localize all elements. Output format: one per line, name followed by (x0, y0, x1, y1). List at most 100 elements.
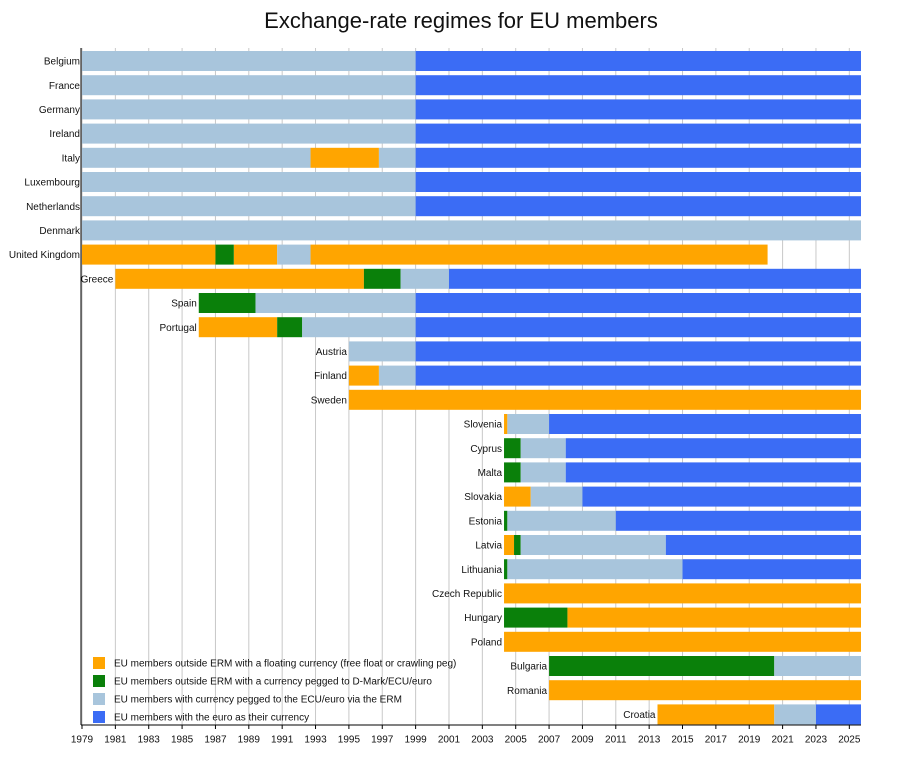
regime-bar (198, 293, 256, 313)
regime-bar (520, 535, 666, 555)
chart-title: Exchange-rate regimes for EU members (264, 8, 658, 33)
x-tick-label: 2013 (638, 735, 661, 746)
x-tick-label: 2017 (705, 735, 728, 746)
regime-bar (415, 196, 861, 217)
regime-bar (549, 656, 775, 676)
x-tick-label: 1979 (71, 735, 94, 746)
x-tick-label: 2003 (471, 735, 494, 746)
row-label: Portugal (160, 323, 197, 334)
regime-bar (363, 268, 401, 289)
x-tick-label: 2011 (605, 735, 627, 746)
row-label: Austria (316, 347, 348, 358)
regime-bar (774, 656, 861, 676)
regime-bar (504, 559, 508, 580)
regime-bar (82, 99, 416, 120)
regime-bar (520, 462, 566, 483)
regime-bar (504, 414, 508, 434)
legend-swatch (93, 711, 105, 723)
x-tick-label: 2021 (771, 735, 794, 746)
regime-bar (504, 510, 508, 531)
row-label: Slovakia (464, 492, 502, 503)
row-label: Netherlands (26, 202, 80, 213)
regime-bar (415, 147, 861, 168)
regime-bar (310, 244, 768, 265)
regime-bar (657, 704, 775, 725)
x-tick-label: 1989 (238, 735, 261, 746)
legend-swatch (93, 675, 105, 687)
regime-bar (400, 268, 449, 289)
regime-bar (530, 486, 583, 507)
row-label: Poland (471, 637, 502, 648)
regime-bar (233, 244, 278, 265)
regime-bar (415, 293, 861, 313)
row-label: Luxembourg (24, 178, 80, 189)
regime-bar (615, 510, 861, 531)
row-label: Ireland (49, 129, 80, 140)
regime-bar (378, 365, 416, 386)
regime-bar (82, 220, 861, 241)
legend-label: EU members outside ERM with a currency p… (114, 677, 432, 688)
regime-bar (504, 535, 515, 555)
row-label: Latvia (475, 541, 502, 552)
regime-bar (682, 559, 861, 580)
regime-bar (277, 244, 311, 265)
regime-bar (565, 438, 861, 459)
regime-bar (507, 559, 683, 580)
regime-bar (348, 341, 416, 362)
legend-label: EU members with the euro as their curren… (114, 713, 309, 724)
regime-bar (415, 341, 861, 362)
regime-bar (565, 462, 861, 483)
regime-bar (415, 365, 861, 386)
row-label: Greece (81, 274, 114, 285)
regime-bar (507, 414, 550, 434)
regime-bar (82, 75, 416, 96)
regime-bar (348, 365, 379, 386)
x-tick-label: 1987 (204, 735, 227, 746)
regime-bar (507, 510, 616, 531)
row-label: Hungary (464, 613, 502, 624)
regime-bar (115, 268, 364, 289)
row-label: Sweden (311, 395, 347, 406)
regime-bar (665, 535, 861, 555)
row-label: Germany (39, 105, 80, 116)
x-tick-label: 1995 (338, 735, 361, 746)
row-label: Spain (171, 299, 197, 310)
x-tick-label: 2001 (438, 735, 461, 746)
legend-label: EU members outside ERM with a floating c… (114, 659, 456, 670)
regime-bar (255, 293, 416, 313)
x-tick-label: 2009 (571, 735, 594, 746)
legend-swatch (93, 657, 105, 669)
regime-bar (504, 462, 521, 483)
row-label: Cyprus (470, 444, 502, 455)
regime-bar (549, 680, 861, 701)
regime-bar (215, 244, 234, 265)
row-label: France (49, 81, 81, 92)
regime-bar (415, 99, 861, 120)
regime-bar (302, 317, 416, 338)
regime-bar (549, 414, 861, 434)
x-tick-label: 1983 (138, 735, 161, 746)
legend-label: EU members with currency pegged to the E… (114, 695, 402, 706)
regime-bar (504, 583, 861, 604)
regime-bar (504, 631, 861, 652)
row-label: Italy (62, 153, 80, 164)
x-tick-label: 2019 (738, 735, 761, 746)
row-label: Czech Republic (432, 589, 502, 600)
regime-bar (378, 147, 416, 168)
x-tick-label: 1999 (404, 735, 427, 746)
row-label: Romania (507, 686, 547, 697)
x-tick-label: 2015 (671, 735, 694, 746)
regime-bar (82, 172, 416, 192)
regime-bar (448, 268, 861, 289)
x-tick-label: 2005 (505, 735, 528, 746)
row-label: Belgium (44, 57, 80, 68)
regime-bar (415, 75, 861, 96)
regime-bar (82, 244, 216, 265)
regime-bar (815, 704, 861, 725)
row-label: Bulgaria (510, 662, 547, 673)
row-label: Lithuania (461, 565, 502, 576)
x-tick-label: 1985 (171, 735, 194, 746)
regime-bar (582, 486, 861, 507)
x-tick-label: 1993 (304, 735, 327, 746)
row-label: Malta (478, 468, 503, 479)
